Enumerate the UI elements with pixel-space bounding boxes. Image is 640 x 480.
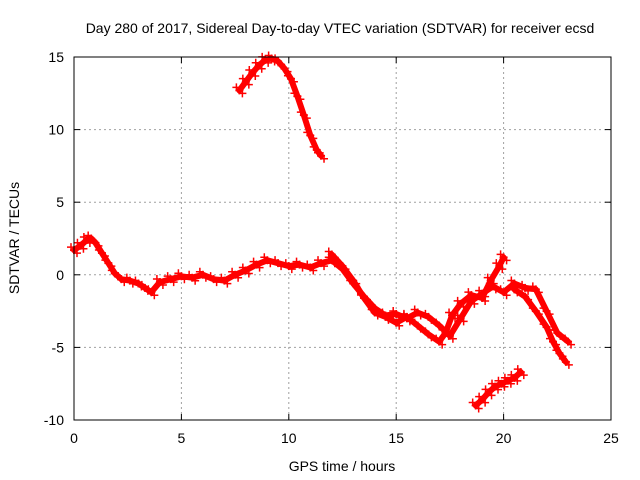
data-point-marker <box>561 334 576 349</box>
data-point-marker <box>558 354 573 369</box>
data-point-marker <box>507 282 522 297</box>
y-tick-label: 15 <box>48 49 64 65</box>
axis-ticks: 0 5 10 15 20 25 -10 -5 0 5 10 15 <box>44 49 619 446</box>
y-tick-label: 10 <box>48 122 64 138</box>
data-point-marker <box>238 263 253 278</box>
data-point-marker <box>232 83 247 98</box>
data-point-marker <box>335 259 350 274</box>
data-point-marker <box>260 253 275 268</box>
data-point-marker <box>507 370 522 385</box>
data-point-marker <box>367 305 382 320</box>
data-point-marker <box>88 235 103 250</box>
data-point-marker <box>410 305 425 320</box>
data-point-marker <box>163 272 178 287</box>
data-point-marker <box>249 257 264 272</box>
data-point-marker <box>389 307 404 322</box>
data-point-marker <box>152 275 167 290</box>
data-point-marker <box>296 108 311 123</box>
y-axis-label: SDTVAR / TECUs <box>6 182 22 294</box>
x-tick-label: 0 <box>70 430 78 446</box>
data-point-marker <box>468 398 483 413</box>
data-point-marker <box>185 270 200 285</box>
x-tick-label: 5 <box>178 430 186 446</box>
data-point-marker <box>303 128 318 143</box>
data-point-marker <box>453 296 468 311</box>
data-point-marker <box>206 272 221 287</box>
data-point-marker <box>238 74 253 89</box>
x-tick-label: 15 <box>388 430 404 446</box>
data-point-marker <box>251 58 266 73</box>
data-point-marker <box>546 334 561 349</box>
data-point-marker <box>492 259 507 274</box>
data-point-marker <box>271 256 286 271</box>
data-point-marker <box>277 61 292 76</box>
data-point-marker <box>518 289 533 304</box>
data-point-marker <box>475 291 490 306</box>
data-point-marker <box>290 89 305 104</box>
data-point-marker <box>217 273 232 288</box>
y-tick-label: 5 <box>56 194 64 210</box>
data-point-marker <box>195 267 210 282</box>
x-tick-label: 25 <box>603 430 619 446</box>
data-point-marker <box>464 288 479 303</box>
data-point-marker <box>539 320 554 335</box>
data-point-marker <box>73 238 88 253</box>
data-point-marker <box>496 285 511 300</box>
data-series <box>67 51 576 413</box>
data-point-marker <box>174 269 189 284</box>
x-tick-label: 20 <box>496 430 512 446</box>
data-point-marker <box>518 280 533 295</box>
data-point-marker <box>421 327 436 342</box>
data-point-marker <box>324 247 339 262</box>
data-point-marker <box>281 259 296 274</box>
grid-lines <box>74 57 611 420</box>
y-tick-label: 0 <box>56 267 64 283</box>
data-point-marker <box>528 304 543 319</box>
data-point-marker <box>228 267 243 282</box>
x-tick-label: 10 <box>281 430 297 446</box>
data-point-marker <box>500 373 515 388</box>
data-point-marker <box>432 334 447 349</box>
data-point-marker <box>496 250 511 265</box>
data-point-marker <box>114 272 129 287</box>
data-point-marker <box>421 309 436 324</box>
y-tick-label: -10 <box>44 412 64 428</box>
data-point-marker <box>494 376 509 391</box>
data-point-marker <box>314 256 329 271</box>
data-point-marker <box>144 285 159 300</box>
data-point-marker <box>303 260 318 275</box>
data-point-marker <box>481 385 496 400</box>
data-point-marker <box>513 365 528 380</box>
data-point-marker <box>356 291 371 306</box>
data-point-marker <box>314 148 329 163</box>
data-point-marker <box>84 231 99 246</box>
data-point-marker <box>245 65 260 80</box>
data-point-marker <box>410 318 425 333</box>
data-point-marker <box>483 273 498 288</box>
plot-frame <box>73 56 612 421</box>
data-point-marker <box>399 309 414 324</box>
data-point-marker <box>445 308 460 323</box>
chart-title: Day 280 of 2017, Sidereal Day-to-day VTE… <box>86 20 595 36</box>
data-point-marker <box>488 379 503 394</box>
data-point-marker <box>346 273 361 288</box>
data-point-marker <box>292 257 307 272</box>
data-point-marker <box>101 256 116 271</box>
data-point-marker <box>389 315 404 330</box>
x-axis-label: GPS time / hours <box>289 458 396 474</box>
data-point-marker <box>528 282 543 297</box>
data-point-marker <box>438 325 453 340</box>
data-point-marker <box>550 325 565 340</box>
data-point-marker <box>283 71 298 86</box>
data-point-marker <box>539 304 554 319</box>
y-tick-label: -5 <box>52 339 65 355</box>
data-point-marker <box>475 392 490 407</box>
